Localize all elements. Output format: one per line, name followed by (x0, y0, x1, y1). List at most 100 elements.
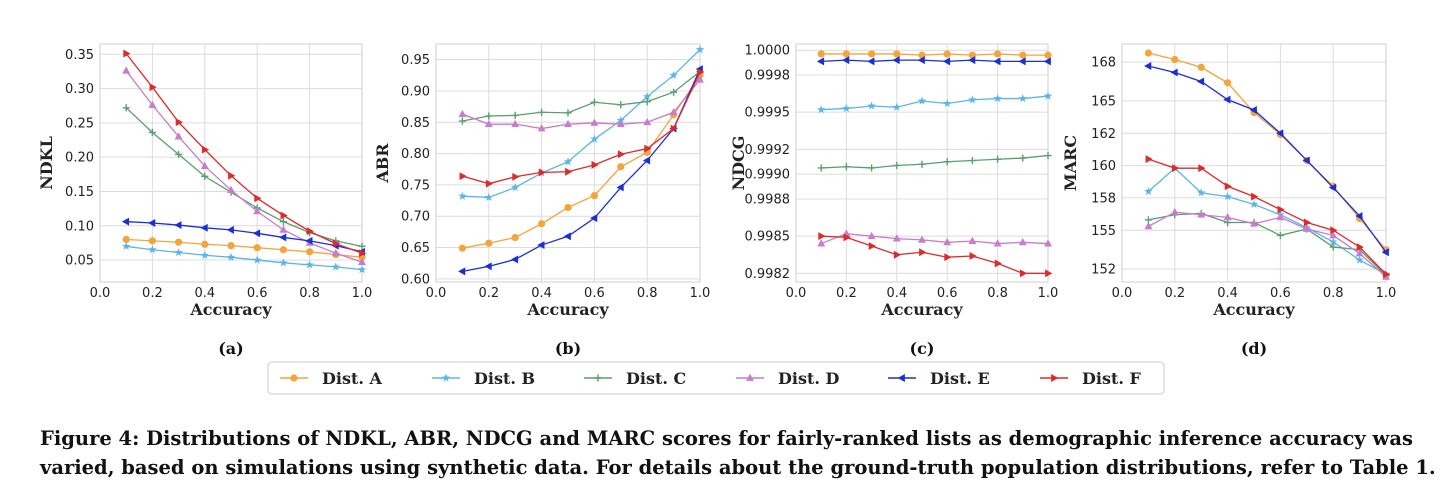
data-point (305, 236, 313, 245)
data-point (332, 239, 341, 248)
legend-item-dist-c: Dist. C (584, 369, 686, 388)
data-point (696, 75, 704, 83)
y-tick-label: 0.15 (65, 185, 94, 200)
series-dist-d (122, 66, 366, 265)
legend-item-dist-d: Dist. D (736, 369, 839, 388)
series-line (1148, 65, 1387, 253)
data-point (201, 172, 209, 180)
data-point (1043, 91, 1053, 100)
data-point (1303, 218, 1312, 227)
data-point (1144, 222, 1153, 230)
data-point (1198, 164, 1206, 173)
x-tick-label: 0.8 (987, 286, 1008, 301)
data-point (1019, 154, 1027, 162)
data-point (564, 203, 572, 212)
data-point (943, 50, 951, 58)
series-line (462, 79, 701, 130)
data-point (305, 260, 314, 269)
data-point (617, 101, 625, 109)
data-point (842, 103, 851, 113)
data-point (1249, 199, 1259, 209)
legend-label: Dist. F (1082, 369, 1141, 388)
y-tick-label: 165 (1091, 94, 1116, 109)
data-point (201, 145, 210, 154)
series-dist-a (458, 71, 704, 252)
x-tick-label: 0.2 (1164, 286, 1185, 301)
data-point (226, 252, 236, 261)
y-tick-label: 168 (1091, 56, 1116, 71)
data-point (642, 156, 651, 165)
data-point (1302, 224, 1311, 232)
data-point (174, 248, 183, 257)
series-dist-e (816, 56, 1051, 66)
data-point (590, 214, 598, 223)
series-line (821, 154, 1049, 169)
data-point (1251, 192, 1259, 201)
data-point (1019, 269, 1028, 278)
data-point (670, 124, 678, 133)
data-point (252, 255, 262, 264)
x-axis-label: Accuracy (880, 300, 963, 319)
data-point (1330, 226, 1338, 235)
data-point (893, 161, 901, 170)
series-dist-b (816, 91, 1053, 114)
data-point (968, 236, 977, 244)
y-axis-label: NDKL (37, 136, 56, 190)
data-point (1171, 164, 1180, 173)
data-point (1018, 57, 1026, 66)
data-point (616, 183, 624, 192)
data-point (1018, 238, 1027, 246)
series-dist-a (122, 235, 366, 261)
legend-marker (441, 373, 451, 382)
series-dist-e (121, 217, 365, 256)
data-point (616, 119, 625, 128)
data-point (1044, 151, 1052, 160)
data-point (510, 182, 520, 192)
data-point (1144, 186, 1153, 196)
x-tick-label: 0.4 (886, 286, 907, 301)
series-dist-f (1145, 155, 1391, 279)
data-point (123, 49, 131, 58)
data-point (512, 172, 520, 181)
data-point (331, 262, 341, 271)
data-point (200, 250, 210, 259)
x-tick-label: 1.0 (690, 286, 711, 301)
data-point (1170, 207, 1179, 216)
data-point (968, 56, 976, 65)
data-point (867, 57, 875, 66)
data-point (1250, 219, 1258, 227)
data-point (227, 185, 235, 193)
data-point (563, 157, 573, 166)
series-line (821, 59, 1048, 63)
data-point (148, 128, 156, 137)
x-tick-label: 0.2 (142, 286, 163, 301)
data-point (590, 134, 599, 143)
data-point (993, 94, 1002, 103)
data-point (892, 234, 901, 242)
data-point (1381, 248, 1389, 257)
data-point (458, 267, 466, 276)
data-point (1223, 213, 1232, 221)
data-point (149, 83, 157, 92)
legend-item-dist-b: Dist. B (432, 369, 535, 388)
y-tick-label: 0.80 (401, 147, 430, 162)
data-point (458, 109, 467, 118)
data-point (1355, 212, 1363, 220)
y-axis-label: ABR (373, 143, 392, 184)
legend-label: Dist. A (322, 369, 382, 388)
x-tick-label: 0.0 (1112, 286, 1133, 301)
data-point (590, 98, 598, 106)
legend-label: Dist. C (626, 369, 686, 388)
x-axis-label: Accuracy (189, 300, 272, 319)
data-point (669, 70, 678, 79)
data-point (1355, 249, 1364, 257)
series-dist-c (817, 151, 1052, 172)
data-point (1302, 156, 1310, 165)
data-point (511, 233, 519, 242)
data-point (359, 249, 367, 258)
data-point (253, 207, 262, 215)
data-point (510, 255, 519, 264)
data-point (994, 155, 1002, 163)
series-dist-d (458, 75, 704, 132)
